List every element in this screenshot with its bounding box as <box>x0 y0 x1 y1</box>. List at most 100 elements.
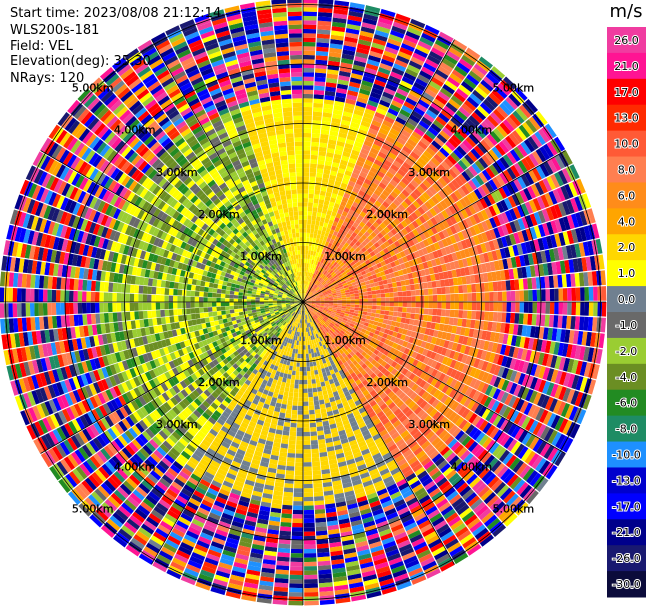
velocity-cell <box>485 72 500 86</box>
velocity-cell <box>493 291 499 302</box>
velocity-cell <box>554 302 559 315</box>
velocity-cell <box>326 273 331 278</box>
velocity-cell <box>320 253 324 259</box>
velocity-cell <box>370 244 377 251</box>
velocity-cell <box>395 156 405 165</box>
velocity-cell <box>325 156 334 162</box>
velocity-cell <box>305 349 309 354</box>
velocity-cell <box>303 20 317 25</box>
velocity-cell <box>509 113 522 127</box>
velocity-cell <box>435 69 449 80</box>
velocity-cell <box>330 244 336 250</box>
velocity-cell <box>427 315 433 322</box>
velocity-cell <box>416 173 426 182</box>
velocity-cell <box>430 76 444 87</box>
velocity-cell <box>480 139 492 152</box>
velocity-cell <box>483 136 495 149</box>
velocity-cell <box>466 96 480 108</box>
velocity-cell <box>308 292 313 296</box>
velocity-cell <box>303 167 310 173</box>
velocity-cell <box>450 151 461 163</box>
velocity-cell <box>313 365 318 371</box>
velocity-cell <box>303 488 313 493</box>
velocity-cell <box>329 238 335 244</box>
velocity-cell <box>359 302 364 305</box>
velocity-cell <box>315 530 328 536</box>
velocity-cell <box>298 397 303 402</box>
velocity-cell <box>384 310 390 316</box>
velocity-cell <box>427 281 433 289</box>
velocity-cell <box>432 294 438 302</box>
velocity-cell <box>303 405 309 411</box>
velocity-cell <box>299 379 303 385</box>
velocity-cell <box>460 184 470 196</box>
velocity-cell <box>348 10 364 18</box>
velocity-cell <box>390 29 405 39</box>
velocity-cell <box>439 61 454 73</box>
velocity-cell <box>397 238 405 246</box>
velocity-cell <box>471 130 483 142</box>
velocity-cell <box>435 316 441 324</box>
velocity-cell <box>328 56 341 63</box>
velocity-cell <box>380 178 390 186</box>
velocity-cell <box>395 184 405 193</box>
velocity-cell <box>303 366 307 372</box>
velocity-cell <box>299 336 302 341</box>
velocity-cell <box>305 295 310 299</box>
velocity-cell <box>376 71 390 80</box>
velocity-cell <box>333 261 338 267</box>
velocity-cell <box>309 167 317 173</box>
velocity-cell <box>334 236 340 242</box>
velocity-cell <box>373 34 388 42</box>
velocity-cell <box>506 167 517 180</box>
velocity-cell <box>490 191 500 203</box>
velocity-cell <box>303 397 309 402</box>
velocity-cell <box>365 63 379 71</box>
velocity-cell <box>398 302 403 307</box>
velocity-cell <box>445 302 451 310</box>
velocity-cell <box>303 232 307 238</box>
velocity-cell <box>374 281 380 287</box>
velocity-cell <box>444 157 454 168</box>
velocity-cell <box>359 88 371 96</box>
velocity-cell <box>284 386 290 392</box>
velocity-cell <box>357 204 364 211</box>
velocity-cell <box>313 487 323 493</box>
velocity-cell <box>327 233 333 239</box>
velocity-cell <box>303 462 312 467</box>
velocity-cell <box>288 592 303 597</box>
velocity-cell <box>432 308 438 316</box>
velocity-cell <box>383 174 392 183</box>
velocity-cell <box>328 219 334 225</box>
velocity-cell <box>335 198 342 205</box>
velocity-cell <box>455 88 469 100</box>
velocity-cell <box>332 17 347 24</box>
velocity-cell <box>367 234 374 241</box>
velocity-cell <box>488 179 498 191</box>
velocity-cell <box>337 299 343 302</box>
velocity-cell <box>365 136 375 144</box>
velocity-cell <box>306 295 310 300</box>
velocity-cell <box>313 89 325 95</box>
velocity-cell <box>476 142 488 154</box>
velocity-cell <box>430 47 446 58</box>
velocity-cell <box>287 374 292 380</box>
velocity-cell <box>525 119 538 133</box>
velocity-cell <box>306 263 309 268</box>
velocity-cell <box>510 165 521 178</box>
velocity-cell <box>453 113 465 125</box>
velocity-cell <box>316 275 320 281</box>
velocity-cell <box>414 160 425 170</box>
velocity-cell <box>309 268 312 273</box>
velocity-cell <box>460 156 471 168</box>
velocity-cell <box>374 317 380 322</box>
velocity-cell <box>389 148 400 157</box>
velocity-cell <box>423 288 429 296</box>
velocity-cell <box>281 399 288 405</box>
velocity-cell <box>311 289 316 293</box>
velocity-cell <box>370 312 376 318</box>
velocity-cell <box>303 85 314 90</box>
velocity-cell <box>422 133 434 144</box>
velocity-cell <box>339 128 349 135</box>
velocity-cell <box>311 444 319 450</box>
